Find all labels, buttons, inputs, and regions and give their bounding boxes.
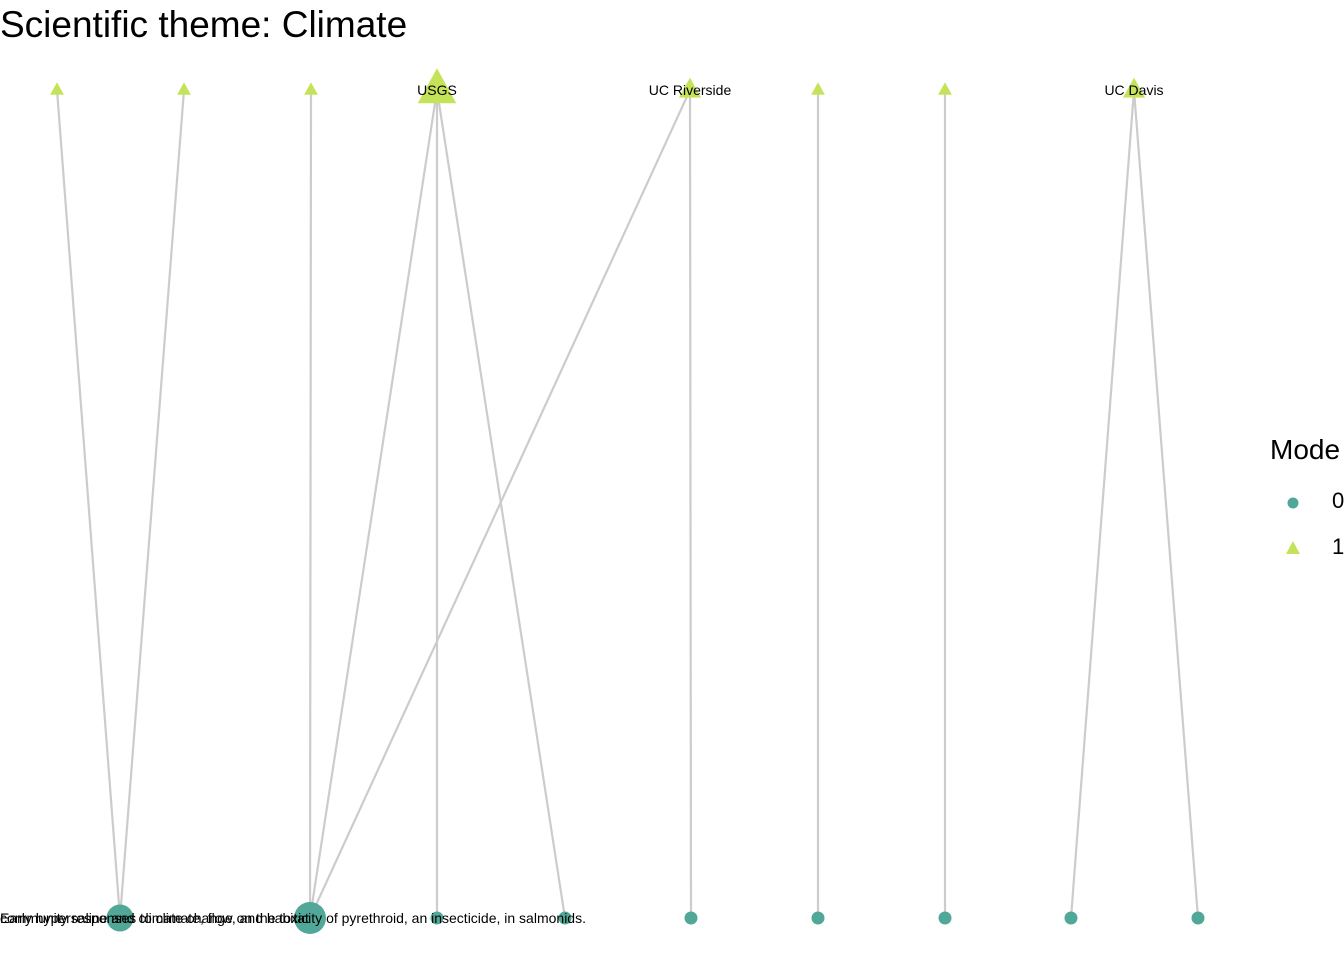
node-layer [50, 68, 1205, 934]
label-layer: USGS UC Riverside UC Davis community respon… [0, 82, 1164, 926]
node-usgs-triangle[interactable] [417, 68, 457, 104]
edge-b2-usgs [308, 89, 439, 919]
node-label-usgs: USGS [417, 82, 457, 98]
edge-b2-a3 [308, 89, 313, 919]
node-b2-circle[interactable] [294, 902, 326, 934]
node-a6-triangle[interactable] [811, 82, 825, 95]
edge-b9-ucd [1132, 89, 1200, 919]
edge-b5-ucr [688, 89, 693, 919]
edge-b8-ucd [1069, 89, 1136, 919]
legend-label-mode-0: 0 [1332, 488, 1344, 513]
circle-icon [1287, 497, 1299, 509]
node-b6-circle[interactable] [811, 911, 825, 925]
node-ucd-triangle[interactable] [1123, 77, 1145, 98]
legend-item-mode-0: 0 [1270, 486, 1344, 516]
node-b5-circle[interactable] [684, 911, 698, 925]
node-a7-triangle[interactable] [938, 82, 952, 95]
node-label-ucd: UC Davis [1104, 82, 1163, 98]
node-b9-circle[interactable] [1191, 911, 1205, 925]
node-b4-circle[interactable] [558, 911, 572, 925]
triangle-icon [1286, 541, 1300, 554]
node-label-ucr: UC Riverside [649, 82, 732, 98]
node-label-b1: community responses to climate, flow, an… [0, 910, 309, 926]
node-a3-triangle[interactable] [304, 82, 318, 95]
edge-layer [55, 89, 1200, 919]
edge-b1-a2 [118, 89, 186, 919]
diagram-title: Scientific theme: Climate [0, 4, 408, 45]
node-b1-circle[interactable] [106, 904, 134, 932]
node-a2-triangle[interactable] [177, 82, 191, 95]
legend-label-mode-1: 1 [1332, 534, 1344, 559]
node-ucr-triangle[interactable] [679, 77, 701, 98]
edge-b4-usgs [435, 89, 567, 919]
node-label-b2: Early hypersaline and climate change on … [0, 910, 586, 926]
edge-b1-a1 [55, 89, 122, 919]
legend-title: Mode [1270, 434, 1341, 465]
legend-item-mode-1: 1 [1270, 532, 1344, 562]
node-b8-circle[interactable] [1064, 911, 1078, 925]
node-b3-circle[interactable] [430, 911, 444, 925]
node-a1-triangle[interactable] [50, 82, 64, 95]
node-b7-circle[interactable] [938, 911, 952, 925]
legend: Mode 0 1 [1270, 434, 1344, 559]
